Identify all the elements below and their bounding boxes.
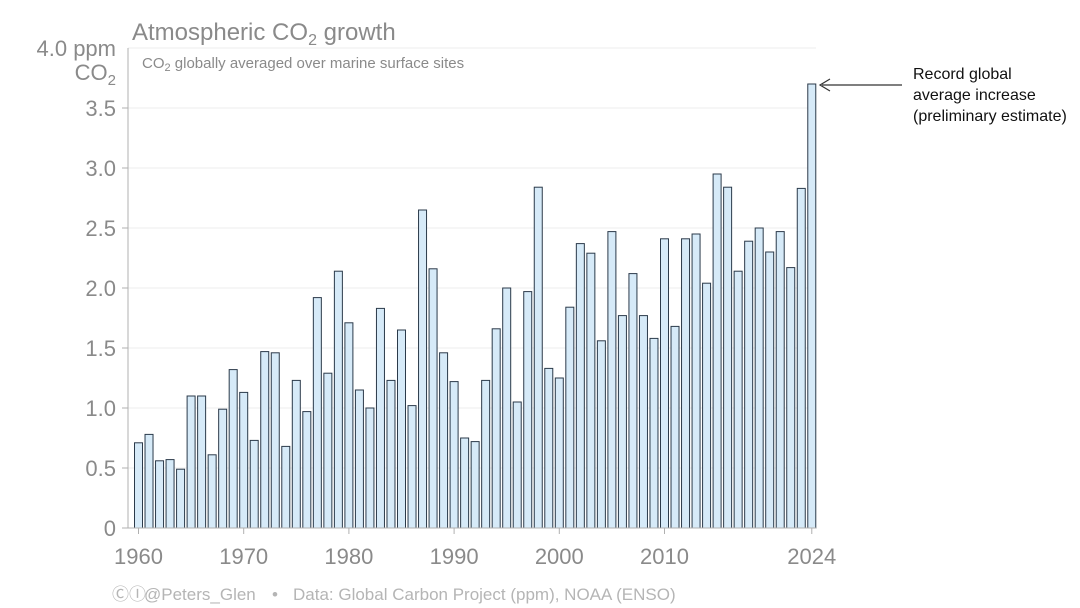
bar-2013 <box>691 233 701 529</box>
bar-2021 <box>775 231 785 529</box>
bar-1978 <box>323 372 333 529</box>
y-tick-label: 2.5 <box>85 216 116 241</box>
bar-1971 <box>249 439 259 529</box>
bar-1982 <box>365 407 375 529</box>
bar-2017 <box>733 270 743 529</box>
bar-1975 <box>291 379 301 529</box>
bar-1983 <box>375 307 385 529</box>
bar-2010 <box>660 238 669 529</box>
bar-1963 <box>165 459 175 529</box>
bar-1986 <box>407 405 417 529</box>
bar-1977 <box>312 297 322 529</box>
bar-1999 <box>544 367 554 529</box>
bar-2018 <box>744 240 754 529</box>
y-tick-labels: 0 0.5 1.0 1.5 2.0 2.5 3.0 3.5 <box>85 96 128 541</box>
x-tick-label: 2000 <box>535 544 584 569</box>
annotation-line-1: Record global <box>913 66 1012 83</box>
y-tick-label: 3.5 <box>85 96 116 121</box>
bar-2019 <box>754 227 764 529</box>
x-tick-label: 1960 <box>114 544 163 569</box>
bar-1988 <box>428 268 438 529</box>
bar-1981 <box>354 389 364 529</box>
bar-1969 <box>228 369 238 529</box>
bar-1972 <box>260 351 270 529</box>
y-tick-label: 2.0 <box>85 276 116 301</box>
bar-2001 <box>565 306 575 529</box>
cc-license-icon: ⒸⒾ <box>112 585 146 604</box>
x-tick-label: 1990 <box>430 544 479 569</box>
bars <box>134 83 817 529</box>
bar-2016 <box>723 186 733 529</box>
bar-1994 <box>491 328 501 529</box>
bar-2005 <box>607 231 617 529</box>
bar-1996 <box>512 401 522 529</box>
y-tick-label: 3.0 <box>85 156 116 181</box>
bar-1960 <box>134 442 143 529</box>
x-tick-label: 2010 <box>640 544 689 569</box>
y-axis-unit-top: 4.0 ppm <box>37 36 117 61</box>
y-tick-label: 1.0 <box>85 396 116 421</box>
bar-1976 <box>302 411 312 529</box>
footer-source: Data: Global Carbon Project (ppm), NOAA … <box>293 585 676 604</box>
bar-2024 <box>807 83 817 529</box>
annotation-arrowhead <box>818 78 831 92</box>
y-tick-label: 1.5 <box>85 336 116 361</box>
bar-1992 <box>470 441 480 529</box>
bar-1961 <box>144 433 154 529</box>
bar-1998 <box>533 186 543 529</box>
bar-1974 <box>281 445 291 529</box>
x-tick-label: 2024 <box>787 544 836 569</box>
bar-2002 <box>575 243 585 529</box>
bar-2015 <box>712 173 722 529</box>
bar-1962 <box>155 460 165 529</box>
bar-2012 <box>681 238 691 529</box>
bar-1973 <box>270 352 280 529</box>
record-annotation: Record global average increase (prelimin… <box>818 66 1067 125</box>
bar-2014 <box>702 282 712 529</box>
bar-1965 <box>186 395 196 529</box>
bar-1990 <box>449 381 459 529</box>
x-tick-labels: 1960 1970 1980 1990 2000 2010 2024 <box>114 528 836 569</box>
bar-1991 <box>460 437 470 529</box>
bar-1985 <box>397 329 406 529</box>
chart-title: Atmospheric CO2 growth <box>132 19 396 49</box>
bar-1967 <box>207 454 217 529</box>
bar-1995 <box>502 287 512 529</box>
bar-2006 <box>617 315 627 529</box>
bar-1989 <box>439 352 449 529</box>
bar-1984 <box>386 379 396 529</box>
bar-2004 <box>596 340 606 529</box>
bar-2003 <box>586 252 596 529</box>
bar-2023 <box>796 187 806 529</box>
annotation-line-3: (preliminary estimate) <box>913 108 1067 125</box>
bar-2000 <box>554 377 564 529</box>
bar-1979 <box>333 270 343 529</box>
bar-1964 <box>176 468 186 529</box>
bar-1966 <box>197 395 207 529</box>
footer-handle: @Peters_Glen <box>144 585 256 604</box>
y-tick-label: 0.5 <box>85 456 116 481</box>
bar-1968 <box>218 408 228 529</box>
bar-2008 <box>638 315 648 529</box>
bar-1980 <box>344 322 354 529</box>
chart-subtitle: CO2 globally averaged over marine surfac… <box>142 55 464 74</box>
bar-2009 <box>649 337 659 529</box>
bar-2022 <box>786 267 796 529</box>
bar-1997 <box>523 291 533 529</box>
footer-separator: • <box>272 585 278 604</box>
y-axis-unit-co2: CO2 <box>75 60 116 89</box>
x-tick-label: 1970 <box>219 544 268 569</box>
bar-1970 <box>239 391 249 529</box>
footer: ⒸⒾ @Peters_Glen • Data: Global Carbon Pr… <box>112 585 676 604</box>
y-tick-label: 0 <box>104 516 116 541</box>
annotation-line-2: average increase <box>913 87 1036 104</box>
bar-2007 <box>628 273 638 529</box>
bar-2011 <box>670 325 680 529</box>
bar-1987 <box>418 209 428 529</box>
bar-2020 <box>765 251 775 529</box>
bar-1993 <box>481 379 491 529</box>
x-tick-label: 1980 <box>324 544 373 569</box>
